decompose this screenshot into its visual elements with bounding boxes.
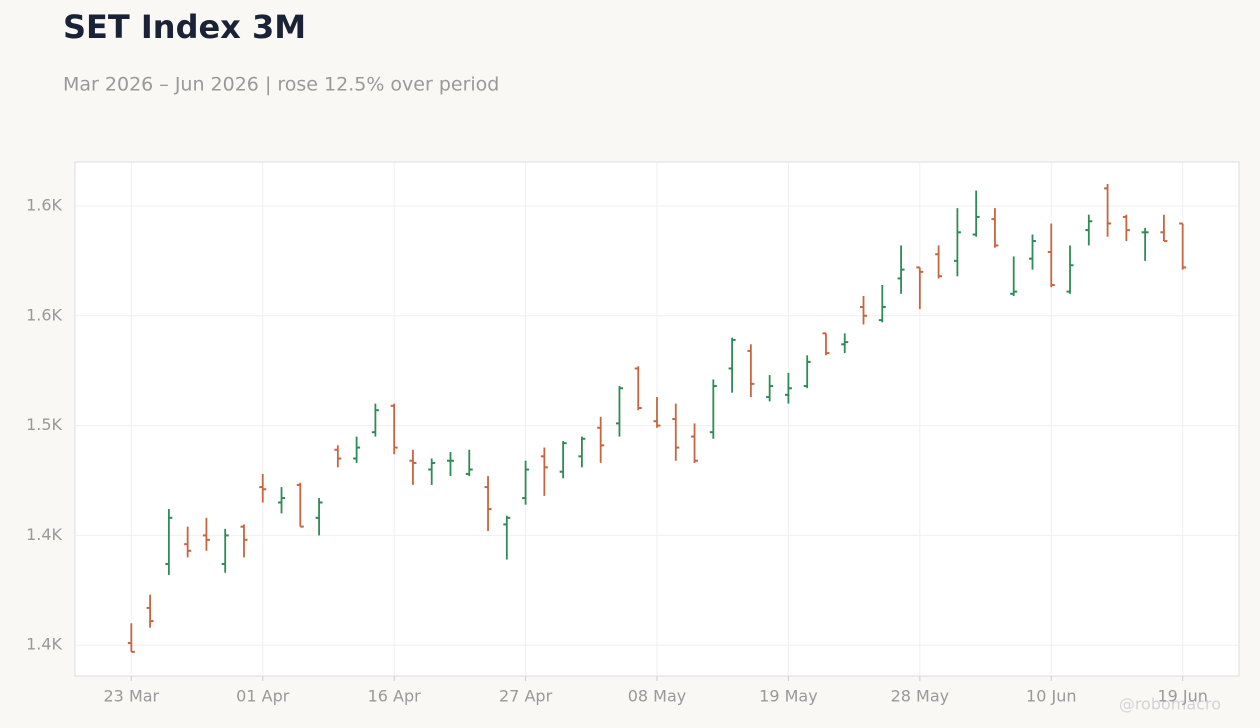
y-tick-label: 1.4K: [26, 525, 62, 544]
y-tick-label: 1.4K: [26, 635, 62, 654]
chart-subtitle: Mar 2026 – Jun 2026 | rose 12.5% over pe…: [63, 74, 499, 96]
x-tick-label: 28 May: [891, 687, 950, 706]
chart-title: SET Index 3M: [63, 8, 306, 46]
x-tick-label: 16 Apr: [368, 687, 422, 706]
watermark: @robomacro: [1119, 695, 1221, 714]
y-tick-label: 1.6K: [26, 195, 62, 214]
y-tick-label: 1.5K: [26, 415, 62, 434]
x-tick-label: 08 May: [628, 687, 687, 706]
x-tick-label: 01 Apr: [236, 687, 290, 706]
x-tick-label: 27 Apr: [499, 687, 553, 706]
x-tick-label: 19 May: [759, 687, 818, 706]
x-tick-label: 23 Mar: [104, 687, 160, 706]
x-tick-label: 19 Jun: [1157, 687, 1207, 706]
y-tick-label: 1.6K: [26, 305, 62, 324]
x-tick-label: 10 Jun: [1026, 687, 1076, 706]
